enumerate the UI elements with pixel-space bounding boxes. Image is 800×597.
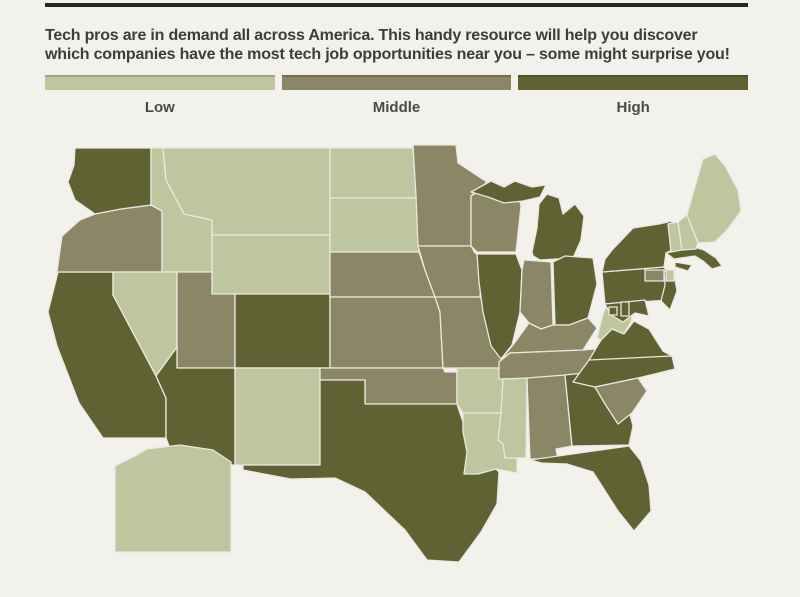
state-rhode-island-callout [665,269,675,282]
state-delaware-callout [620,301,630,317]
legend-swatches [45,75,749,90]
state-colorado [234,293,331,369]
legend-swatch-low [45,75,275,90]
state-alabama [526,374,573,460]
state-oregon [56,204,163,273]
state-kansas [329,296,444,369]
us-choropleth-map [35,132,775,592]
state-south-dakota [329,197,421,253]
state-new-hampshire [677,214,699,251]
legend: Low Middle High [45,75,749,116]
state-new-mexico [234,367,321,466]
legend-swatch-high [518,75,749,90]
top-rule [45,3,748,7]
legend-swatch-middle [281,75,512,90]
state-washington [67,147,152,215]
legend-labels: Low Middle High [45,99,748,116]
state-massachusetts [665,246,723,270]
state-north-dakota [329,147,418,199]
state-ohio [552,255,598,326]
state-wyoming [211,234,331,295]
state-mississippi [497,377,528,459]
state-michigan [470,180,585,261]
state-nebraska [329,251,436,298]
state-south-carolina [594,377,648,425]
intro-text: Tech pros are in demand all across Ameri… [45,27,730,63]
state-maine [686,153,742,244]
state-indiana [519,259,554,330]
state-florida [529,445,652,532]
legend-label-low: Low [144,99,175,116]
state-connecticut-callout [644,269,665,282]
legend-label-high: High [616,99,650,116]
legend-label-middle: Middle [372,99,421,116]
state-alaska [114,444,232,553]
state-district-of-columbia-callout [608,306,618,316]
